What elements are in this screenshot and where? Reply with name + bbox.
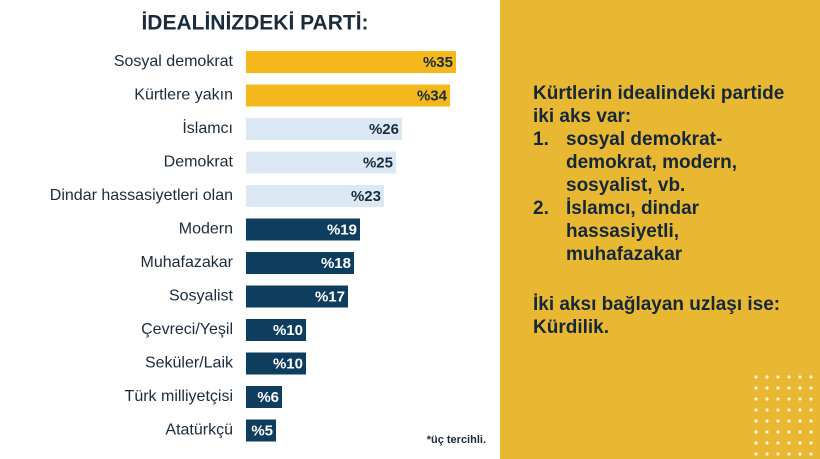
chart: İDEALİNİZDEKİ PARTİ: *üç tercihli. Sosya…	[50, 12, 486, 446]
value-label: %18	[321, 255, 351, 272]
value-label: %17	[315, 288, 345, 305]
bar	[246, 319, 306, 341]
panel-conclusion: İki aksı bağlayan uzlaşı ise: Kürdilik.	[533, 294, 781, 338]
bar	[246, 218, 360, 241]
panel-text: Kürtlerin idealindeki partide iki aks va…	[533, 82, 793, 339]
list-item: 1. sosyal demokrat-demokrat, modern, sosy…	[533, 128, 793, 197]
chart-title: İDEALİNİZDEKİ PARTİ:	[141, 12, 368, 35]
item-text: sosyal demokrat-demokrat, modern, sosyal…	[566, 129, 738, 196]
category-label: Seküler/Laik	[145, 355, 234, 372]
item-number: 2.	[533, 198, 549, 219]
bar	[246, 185, 384, 207]
bar	[246, 118, 402, 140]
footnote: *üç tercihli.	[427, 434, 486, 446]
value-label: %10	[273, 322, 303, 339]
side-panel: Kürtlerin idealindeki partide iki aks va…	[500, 0, 820, 459]
bar	[246, 51, 456, 73]
category-label: Sosyal demokrat	[114, 53, 234, 70]
value-label: %10	[273, 355, 303, 372]
panel-heading: Kürtlerin idealindeki partide iki aks va…	[533, 83, 785, 127]
value-label: %34	[417, 87, 448, 104]
value-label: %35	[423, 54, 453, 71]
value-label: %25	[363, 154, 393, 171]
bar	[246, 151, 396, 174]
dot-decoration	[750, 372, 820, 459]
bar	[246, 419, 276, 442]
category-label: Çevreci/Yeşil	[141, 321, 233, 338]
category-label: Sosyalist	[169, 288, 234, 305]
bar	[246, 84, 450, 107]
bar	[246, 386, 282, 408]
value-label: %19	[327, 221, 357, 238]
category-label: İslamcı	[182, 118, 233, 137]
value-label: %23	[351, 188, 381, 205]
value-label: %5	[251, 422, 273, 439]
category-label: Modern	[179, 221, 233, 238]
category-label: Türk milliyetçisi	[125, 388, 233, 405]
list-item: 2. İslamcı, dindar hassasiyetli, muhafaza…	[533, 197, 793, 266]
category-label: Atatürkçü	[165, 422, 233, 439]
category-label: Dindar hassasiyetleri olan	[50, 187, 233, 204]
bar	[246, 252, 354, 274]
value-label: %6	[257, 389, 279, 406]
category-label: Kürtlere yakın	[134, 87, 233, 104]
category-label: Muhafazakar	[141, 254, 234, 271]
item-text: İslamcı, dindar hassasiyetli, muhafazaka…	[566, 198, 700, 265]
category-label: Demokrat	[164, 154, 234, 171]
value-label: %26	[369, 121, 399, 138]
item-number: 1.	[533, 129, 549, 150]
bar	[246, 352, 306, 375]
bar	[246, 285, 348, 308]
